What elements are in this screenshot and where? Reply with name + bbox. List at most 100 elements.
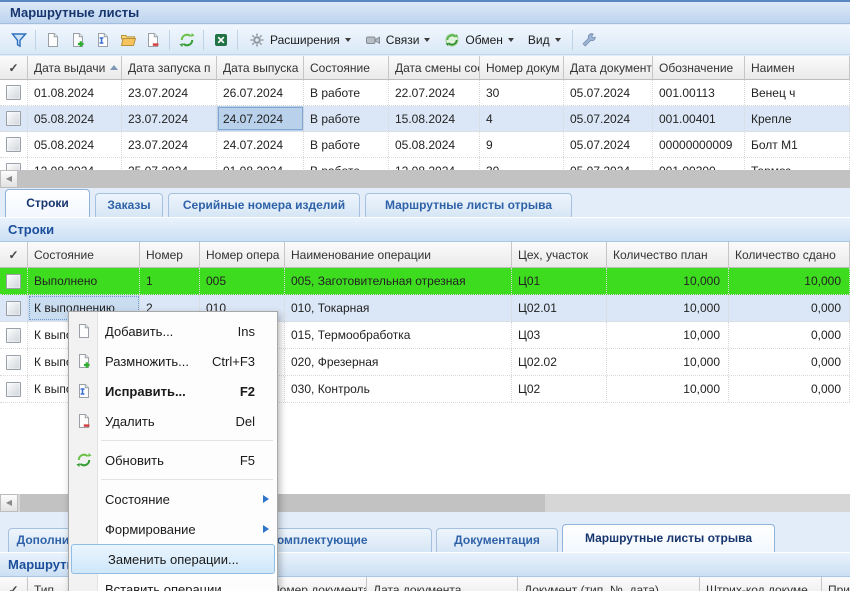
table-cell[interactable]: 0,000 — [729, 322, 850, 348]
tab-stroki[interactable]: Строки — [5, 189, 90, 217]
column-header[interactable]: Штрих-код докуме — [700, 577, 822, 591]
table-cell[interactable]: 020, Фрезерная — [285, 349, 512, 375]
filter-button[interactable] — [6, 28, 31, 52]
extensions-menu-button[interactable]: Расширения — [242, 28, 358, 52]
table-cell[interactable]: 12.08.2024 — [389, 158, 480, 170]
table-cell[interactable]: 22.07.2024 — [389, 80, 480, 105]
table-cell[interactable]: В работе — [304, 80, 389, 105]
row-checkbox[interactable] — [6, 381, 21, 397]
table-cell[interactable]: Крепле — [745, 106, 850, 131]
table-cell[interactable]: Ц02.02 — [512, 349, 607, 375]
table-cell[interactable]: 10,000 — [607, 322, 729, 348]
links-menu-button[interactable]: Связи — [358, 28, 438, 52]
delete-button[interactable] — [140, 28, 165, 52]
table-cell[interactable]: Ц02.01 — [512, 295, 607, 321]
column-header[interactable]: Номер опера — [200, 242, 285, 268]
menu-item-delete[interactable]: Удалить Del — [69, 406, 277, 436]
menu-item-refresh[interactable]: Обновить F5 — [69, 445, 277, 475]
duplicate-button[interactable] — [65, 28, 90, 52]
route-sheet-row[interactable]: 05.08.2024 23.07.2024 24.07.2024 В работе 05… — [0, 132, 850, 158]
column-header[interactable]: Дата запуска п — [122, 56, 217, 80]
table-cell[interactable]: 05.07.2024 — [564, 158, 653, 170]
table-cell[interactable]: 001.00401 — [653, 106, 745, 131]
table-cell[interactable]: 2 — [140, 295, 200, 321]
table-cell[interactable]: В работе — [304, 106, 389, 131]
menu-item-forming[interactable]: Формирование — [69, 514, 277, 544]
table-cell[interactable]: 10,000 — [607, 349, 729, 375]
table-cell[interactable]: 01.08.2024 — [28, 80, 122, 105]
table-cell[interactable]: 0,000 — [729, 349, 850, 375]
refresh-button[interactable] — [174, 28, 199, 52]
scrollbar-thumb[interactable] — [18, 170, 850, 188]
table-cell[interactable]: 10,000 — [607, 376, 729, 402]
column-header[interactable]: ✓ — [0, 242, 28, 268]
menu-item-add[interactable]: Добавить... Ins — [69, 316, 277, 346]
table-cell[interactable]: 001.00300 — [653, 158, 745, 170]
table-cell[interactable]: 01.08.2024 — [217, 158, 304, 170]
table-cell[interactable]: 23.07.2024 — [122, 80, 217, 105]
column-header[interactable]: Номер документа — [265, 577, 367, 591]
excel-export-button[interactable] — [208, 28, 233, 52]
exchange-menu-button[interactable]: Обмен — [437, 28, 521, 52]
view-menu-button[interactable]: Вид — [521, 28, 568, 52]
column-header[interactable]: Цех, участок — [512, 242, 607, 268]
table-cell[interactable]: 0,000 — [729, 376, 850, 402]
table-cell[interactable]: Ц03 — [512, 322, 607, 348]
table-cell[interactable]: Ц02 — [512, 376, 607, 402]
scroll-left-icon[interactable]: ◀ — [0, 170, 18, 188]
add-button[interactable] — [40, 28, 65, 52]
row-checkbox[interactable] — [6, 354, 21, 370]
tab-tear-off-sheets[interactable]: Маршрутные листы отрыва — [365, 193, 572, 217]
table-cell[interactable]: 9 — [480, 132, 564, 157]
row-checkbox[interactable] — [6, 111, 21, 126]
table-cell[interactable]: 10,000 — [729, 268, 850, 294]
table-cell[interactable]: 24.07.2024 — [217, 132, 304, 157]
table-cell[interactable]: В работе — [304, 132, 389, 157]
row-checkbox[interactable] — [6, 85, 21, 100]
column-header[interactable]: Дата документа — [367, 577, 518, 591]
open-button[interactable] — [115, 28, 140, 52]
tab-zakazy[interactable]: Заказы — [95, 193, 163, 217]
tab-serial-numbers[interactable]: Серийные номера изделий — [168, 193, 360, 217]
table-cell[interactable]: 010, Токарная — [285, 295, 512, 321]
table-cell[interactable]: В работе — [304, 158, 389, 170]
table-cell[interactable]: 24.07.2024 — [217, 106, 304, 131]
menu-item-duplicate[interactable]: Размножить... Ctrl+F3 — [69, 346, 277, 376]
row-checkbox[interactable] — [6, 163, 21, 170]
table-cell[interactable]: 0,000 — [729, 295, 850, 321]
column-header[interactable]: ✓ — [0, 577, 28, 591]
table-cell[interactable]: 015, Термообработка — [285, 322, 512, 348]
table-cell[interactable]: 23.07.2024 — [122, 132, 217, 157]
table-cell[interactable]: 1 — [140, 268, 200, 294]
scroll-left-icon[interactable]: ◀ — [0, 494, 18, 512]
column-header[interactable]: Наимен — [745, 56, 850, 80]
column-header[interactable]: Состояние — [28, 242, 140, 268]
table-cell[interactable]: 05.07.2024 — [564, 132, 653, 157]
row-checkbox[interactable] — [6, 137, 21, 152]
menu-item-insert-operations[interactable]: Вставить операции... — [69, 574, 277, 591]
column-header[interactable]: Номер — [140, 242, 200, 268]
table-cell[interactable]: 15.08.2024 — [389, 106, 480, 131]
column-header[interactable]: Количество сдано — [729, 242, 850, 268]
column-header[interactable]: Дата смены сос — [389, 56, 480, 80]
table-cell[interactable]: 12.08.2024 — [28, 158, 122, 170]
table-cell[interactable]: 05.08.2024 — [389, 132, 480, 157]
edit-button[interactable] — [90, 28, 115, 52]
table-cell[interactable]: 005, Заготовительная отрезная — [285, 268, 512, 294]
table-cell[interactable]: 005 — [200, 268, 285, 294]
table-cell[interactable]: Болт М1 — [745, 132, 850, 157]
row-checkbox[interactable] — [6, 327, 21, 343]
table-cell[interactable]: 030, Контроль — [285, 376, 512, 402]
table-cell[interactable]: Ц01 — [512, 268, 607, 294]
table-cell[interactable]: 10,000 — [607, 268, 729, 294]
table-cell[interactable]: 05.08.2024 — [28, 106, 122, 131]
table-cell[interactable]: 23.07.2024 — [122, 106, 217, 131]
table-cell[interactable]: Венец ч — [745, 80, 850, 105]
table-cell[interactable]: 30 — [480, 80, 564, 105]
column-header[interactable]: Дата документа — [564, 56, 653, 80]
column-header[interactable]: Обозначение — [653, 56, 745, 80]
settings-wrench-button[interactable] — [577, 28, 602, 52]
route-sheet-row[interactable]: 05.08.2024 23.07.2024 24.07.2024 В работе 15… — [0, 106, 850, 132]
route-sheet-row[interactable]: 01.08.2024 23.07.2024 26.07.2024 В работе 22… — [0, 80, 850, 106]
table-cell[interactable]: 30 — [480, 158, 564, 170]
